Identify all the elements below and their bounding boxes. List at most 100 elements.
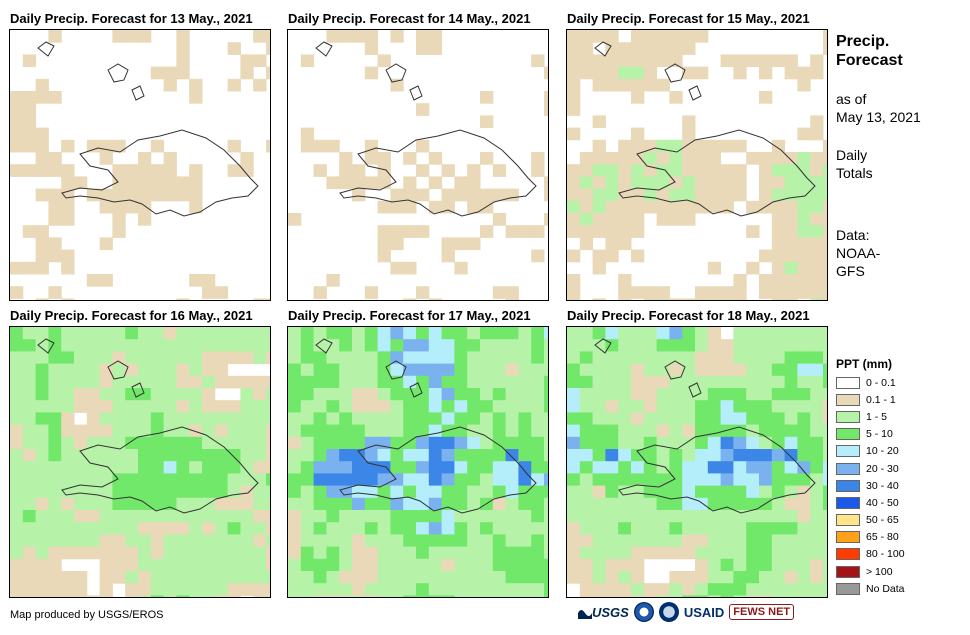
precip-cell [428, 298, 443, 300]
precip-cell [505, 461, 519, 474]
precip-cell [656, 363, 670, 377]
precip-grid [288, 30, 548, 300]
legend-item: No Data [836, 580, 905, 597]
precip-cell [428, 546, 443, 560]
precip-cell [48, 595, 62, 597]
legend-label: 5 - 10 [866, 428, 893, 441]
precip-cell [441, 200, 455, 214]
precip-cell [592, 473, 606, 487]
precip-cell [10, 558, 24, 572]
precip-cell [544, 400, 548, 413]
precip-cell [326, 424, 340, 438]
precip-cell [467, 534, 481, 548]
precip-cell [518, 558, 532, 572]
precip-cell [656, 54, 670, 68]
precip-cell [720, 339, 734, 352]
precip-cell [48, 164, 62, 177]
precip-cell [125, 497, 139, 511]
precip-cell [797, 188, 811, 202]
precip-cell [618, 164, 632, 177]
precip-cell [759, 522, 773, 535]
precip-cell [48, 534, 62, 548]
precip-cell [416, 363, 430, 377]
precip-cell [682, 127, 696, 141]
precip-cell [505, 558, 519, 572]
precip-cell [364, 546, 379, 560]
precip-cell [202, 274, 216, 287]
island-coastline [37, 338, 55, 354]
precip-cell [313, 400, 327, 413]
precip-cell [759, 274, 773, 287]
precip-cell [441, 375, 455, 389]
precip-cell [240, 400, 254, 413]
precip-cell [10, 449, 24, 462]
island-coastline [688, 382, 702, 398]
precip-cell [10, 510, 24, 523]
precip-cell [416, 485, 430, 499]
precip-cell [403, 461, 417, 474]
precip-cell [112, 164, 126, 177]
precip-cell [631, 522, 645, 535]
precip-cell [138, 583, 152, 596]
source-line2: NOAA- [836, 245, 881, 261]
precip-cell [377, 546, 391, 560]
precip-cell [61, 327, 75, 340]
precip-cell [163, 400, 177, 413]
precip-cell [266, 424, 270, 438]
precip-cell [35, 249, 49, 263]
precip-cell [784, 546, 798, 560]
precip-cell [544, 522, 548, 535]
precip-cell [695, 327, 709, 340]
precip-cell [138, 485, 152, 499]
precip-cell [707, 298, 722, 300]
legend-item: 50 - 65 [836, 512, 905, 529]
precip-cell [339, 436, 353, 450]
precip-cell [605, 485, 619, 499]
precip-cell [227, 497, 241, 511]
precip-cell [592, 30, 606, 43]
precip-cell [505, 449, 519, 462]
precip-cell [288, 388, 302, 401]
precip-cell [720, 164, 734, 177]
precip-cell [454, 522, 468, 535]
precip-cell [669, 213, 683, 226]
precip-cell [202, 436, 216, 450]
precip-cell [416, 164, 430, 177]
legend-item: 30 - 40 [836, 477, 905, 494]
precip-cell [618, 66, 632, 80]
precip-cell [48, 571, 62, 584]
precip-cell [720, 583, 734, 596]
precip-cell [377, 249, 391, 263]
precip-cell [364, 388, 379, 401]
precip-cell [618, 42, 632, 55]
precip-cell [682, 485, 696, 499]
precip-cell [695, 351, 709, 365]
precip-cell [656, 461, 670, 474]
precip-cell [771, 225, 786, 238]
precip-cell [656, 510, 670, 523]
precip-cell [656, 485, 670, 499]
precip-cell [480, 152, 494, 165]
precip-cell [35, 388, 49, 401]
precip-cell [74, 473, 88, 487]
precip-cell [544, 485, 548, 499]
precip-cell [339, 388, 353, 401]
precip-cell [253, 424, 267, 438]
precip-cell [618, 449, 632, 462]
precip-cell [823, 546, 827, 560]
precip-cell [784, 225, 798, 238]
precip-cell [202, 583, 216, 596]
precip-cell [567, 534, 581, 548]
precip-cell [567, 164, 581, 177]
precip-cell [518, 546, 532, 560]
precip-cell [771, 188, 786, 202]
precip-cell [454, 497, 468, 511]
precip-cell [810, 400, 824, 413]
precip-cell [823, 522, 827, 535]
precip-cell [416, 461, 430, 474]
precip-cell [567, 176, 581, 190]
precip-cell [579, 388, 594, 401]
precip-cell [505, 583, 519, 596]
precip-cell [352, 388, 366, 401]
precip-cell [467, 176, 481, 190]
